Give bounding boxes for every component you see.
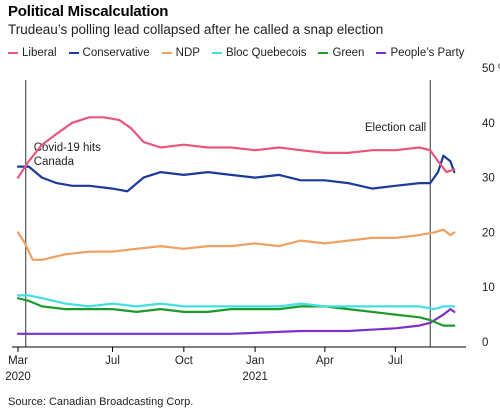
series-line-bloc-quebecois [16, 294, 456, 311]
legend-swatch [318, 52, 329, 54]
annotation-label: Canada [34, 156, 75, 168]
legend-label: Liberal [22, 47, 57, 59]
y-tick-label: 10 [482, 282, 495, 294]
series-line-conservative [16, 154, 456, 193]
x-tick-label: Jul [388, 355, 403, 367]
series-line-ndp [16, 228, 456, 261]
legend-label: Conservative [82, 47, 150, 59]
legend-item: Liberal [8, 47, 57, 59]
legend-label: People’s Party [390, 47, 465, 59]
legend-item: Conservative [68, 47, 150, 59]
x-tick-label: Mar [8, 355, 28, 367]
y-tick-label: 30 [482, 173, 495, 185]
legend-swatch [68, 52, 79, 54]
chart-subtitle: Trudeau’s polling lead collapsed after h… [8, 22, 384, 37]
legend-swatch [161, 52, 172, 54]
legend-item: Green [318, 47, 364, 59]
x-tick-year-label: 2021 [242, 371, 268, 383]
annotation-label: Covid-19 hits [34, 142, 101, 154]
series-line-green [16, 297, 456, 327]
x-tick-label: Jul [105, 355, 120, 367]
series-line-liberal [16, 116, 456, 179]
legend-item: Bloc Quebecois [211, 47, 307, 59]
y-tick-label: 0 [482, 337, 488, 349]
legend-item: People’s Party [376, 47, 464, 59]
y-tick-label: 50 % [482, 63, 500, 75]
y-tick-label: 20 [482, 227, 495, 239]
legend-label: Bloc Quebecois [225, 47, 307, 59]
legend-label: Green [332, 47, 365, 59]
source-note: Source: Canadian Broadcasting Corp. [8, 396, 194, 408]
x-tick-label: Jan [246, 355, 265, 367]
legend-swatch [8, 52, 18, 54]
legend-item: NDP [161, 47, 200, 59]
legend-label: NDP [175, 47, 200, 59]
x-tick-label: Oct [175, 355, 194, 367]
chart-title: Political Miscalculation [8, 3, 169, 20]
annotation-label: Election call [365, 122, 426, 134]
y-tick-label: 40 [482, 118, 495, 130]
series-line-people-s-party [16, 308, 456, 335]
x-tick-year-label: 2020 [5, 371, 31, 383]
x-tick-label: Apr [316, 355, 334, 367]
legend-swatch [211, 52, 222, 54]
legend-swatch [376, 52, 387, 54]
chart-legend: Liberal Conservative NDP Bloc Quebecois Gree… [8, 45, 498, 59]
